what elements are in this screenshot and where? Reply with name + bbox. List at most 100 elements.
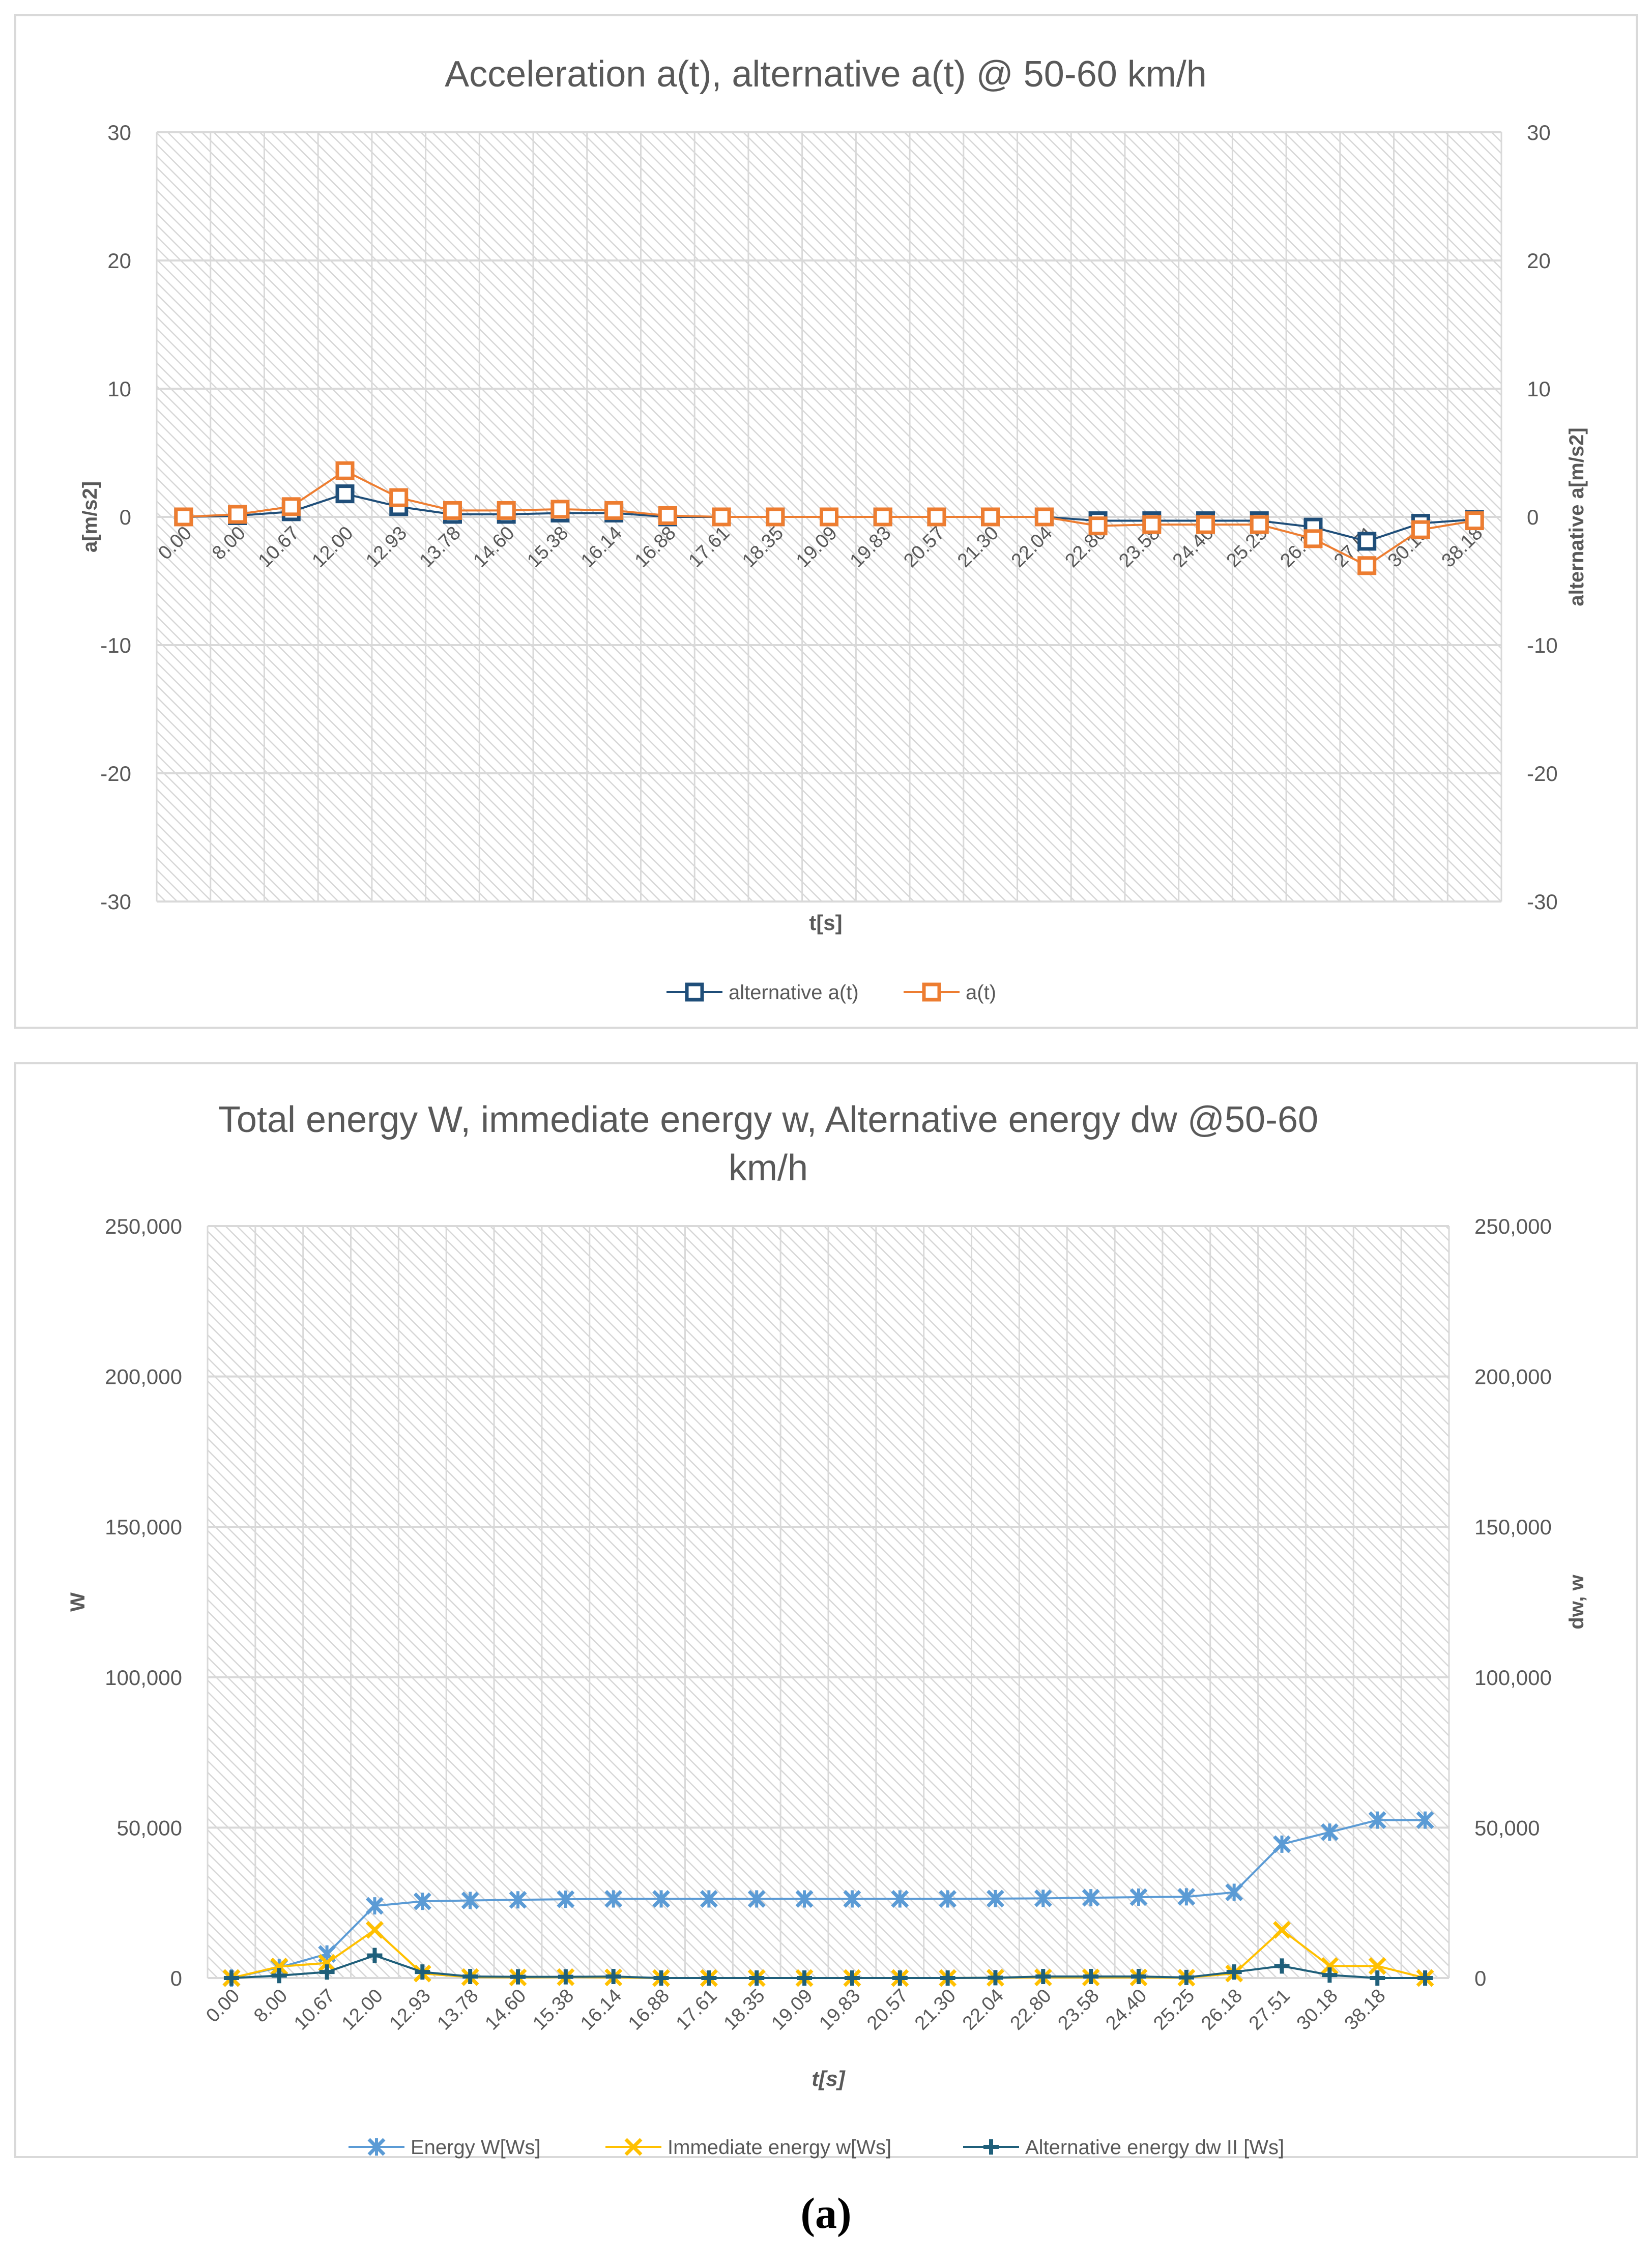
c2-ytick-label-right: 100,000 xyxy=(1474,1666,1552,1690)
c1-ytick-label-left: 10 xyxy=(107,377,131,401)
chart1-legend: alternative a(t) a(t) xyxy=(666,981,996,1004)
chart1-y-axis-right: 30 20 10 0 -10 -20 -30 xyxy=(1527,121,1558,914)
c2-data-point xyxy=(986,1890,1004,1908)
chart2-title-line2: km/h xyxy=(729,1148,808,1188)
c2-ytick-label-left: 200,000 xyxy=(105,1365,182,1389)
c2-data-point xyxy=(1416,1811,1434,1829)
c2-ytick-label-left: 150,000 xyxy=(105,1515,182,1539)
c2-legend-item: Energy W[Ws] xyxy=(349,2136,541,2159)
c1-data-point xyxy=(712,507,731,527)
energy-chart: Total energy W, immediate energy w, Alte… xyxy=(14,1062,1638,2159)
c2-data-point xyxy=(700,1890,718,1908)
c1-data-point xyxy=(497,501,516,520)
c1-ytick-label-right: -10 xyxy=(1527,633,1558,657)
c2-data-point xyxy=(891,1890,909,1908)
c1-data-point xyxy=(228,505,247,524)
c1-data-point xyxy=(1142,515,1162,534)
c2-ytick-label-left: 100,000 xyxy=(105,1666,182,1690)
c1-ytick-label-left: -20 xyxy=(100,762,131,786)
chart1-ylabel-right: alternative a[m/s2] xyxy=(1566,427,1588,606)
c2-data-point xyxy=(1322,1967,1338,1983)
c1-legend-label: alternative a(t) xyxy=(729,981,859,1004)
c2-data-point xyxy=(319,1964,335,1980)
c1-data-point xyxy=(550,500,570,519)
c1-ytick-label-left: -10 xyxy=(100,633,131,657)
c2-legend-marker xyxy=(983,2139,999,2155)
c1-ytick-label-left: 0 xyxy=(120,505,131,529)
c2-data-point xyxy=(365,1921,384,1939)
c2-data-point xyxy=(1129,1888,1148,1906)
c2-data-point xyxy=(1177,1887,1196,1906)
c1-data-point xyxy=(981,507,1000,527)
c2-data-point xyxy=(653,1970,669,1986)
c2-data-point xyxy=(415,1964,430,1980)
c2-data-point xyxy=(1273,1835,1291,1853)
c1-data-point xyxy=(281,497,301,516)
c2-ytick-label-right: 0 xyxy=(1474,1966,1486,1990)
c2-data-point xyxy=(892,1970,908,1986)
c1-legend-marker xyxy=(685,982,704,1002)
c2-ytick-label-left: 250,000 xyxy=(105,1214,182,1238)
c2-data-point xyxy=(557,1890,575,1908)
c2-data-point xyxy=(605,1969,621,1985)
c1-ytick-label-right: -30 xyxy=(1527,890,1558,914)
chart2-y-axis-right: 250,000 200,000 150,000 100,000 50,000 0 xyxy=(1474,1214,1552,1990)
c2-data-point xyxy=(749,1970,765,1986)
c2-series-line xyxy=(231,1954,1426,1979)
c2-data-point xyxy=(1131,1969,1146,1985)
c2-series-line xyxy=(231,1819,1426,1979)
c2-data-point xyxy=(223,1970,239,1986)
c1-data-point xyxy=(873,507,892,527)
c2-data-point xyxy=(1368,1811,1386,1829)
c2-data-point xyxy=(365,1897,384,1915)
c1-data-point xyxy=(174,507,193,527)
c1-data-point xyxy=(1357,532,1377,551)
c1-ytick-label-right: -20 xyxy=(1527,762,1558,786)
c1-data-point xyxy=(1034,507,1054,527)
c2-data-point xyxy=(1320,1823,1339,1841)
c1-data-point xyxy=(335,484,355,504)
c1-data-point xyxy=(443,501,462,520)
c2-data-point xyxy=(413,1892,431,1910)
c2-legend-item: Immediate energy w[Ws] xyxy=(605,2136,891,2159)
c1-legend-item: a(t) xyxy=(904,981,996,1004)
c1-data-point xyxy=(927,507,946,527)
c1-data-point xyxy=(1465,511,1484,531)
c2-data-point xyxy=(1320,1957,1339,1975)
c2-legend-label: Alternative energy dw II [Ws] xyxy=(1025,2136,1284,2159)
chart1-series xyxy=(174,461,1484,575)
c2-data-point xyxy=(652,1890,671,1908)
figure-caption: (a) xyxy=(800,2189,852,2237)
c2-data-point xyxy=(939,1890,957,1908)
c2-data-point xyxy=(318,1954,336,1972)
c2-data-point xyxy=(1082,1888,1100,1907)
c2-ytick-label-left: 50,000 xyxy=(117,1816,182,1840)
c2-data-point xyxy=(1083,1969,1099,1985)
c1-data-point xyxy=(389,488,409,507)
c1-ytick-label-right: 30 xyxy=(1527,121,1551,144)
c2-ytick-label-right: 50,000 xyxy=(1474,1816,1540,1840)
c1-ytick-label-left: -30 xyxy=(100,890,131,914)
c2-data-point xyxy=(988,1970,1003,1986)
c1-ytick-label-right: 20 xyxy=(1527,249,1551,273)
c2-data-point xyxy=(795,1890,814,1908)
c2-data-point xyxy=(1370,1970,1385,1986)
c1-legend-item: alternative a(t) xyxy=(666,981,859,1004)
c2-data-point xyxy=(1178,1969,1194,1985)
c1-data-point xyxy=(1196,515,1215,534)
c2-ytick-label-right: 250,000 xyxy=(1474,1214,1552,1238)
c2-data-point xyxy=(1417,1970,1433,1986)
c2-data-point xyxy=(462,1969,478,1985)
c2-data-point xyxy=(843,1890,861,1908)
c1-ytick-label-right: 10 xyxy=(1527,377,1551,401)
chart2-series xyxy=(222,1811,1434,1987)
c2-ytick-label-left: 0 xyxy=(170,1966,182,1990)
c2-data-point xyxy=(1225,1883,1243,1901)
c2-legend-marker xyxy=(624,2138,643,2156)
c1-data-point xyxy=(658,506,677,525)
c1-legend-marker xyxy=(922,982,941,1002)
c1-data-point xyxy=(1088,516,1108,536)
c2-data-point xyxy=(510,1969,526,1985)
c1-legend-label: a(t) xyxy=(966,981,996,1004)
c2-data-point xyxy=(844,1970,860,1986)
